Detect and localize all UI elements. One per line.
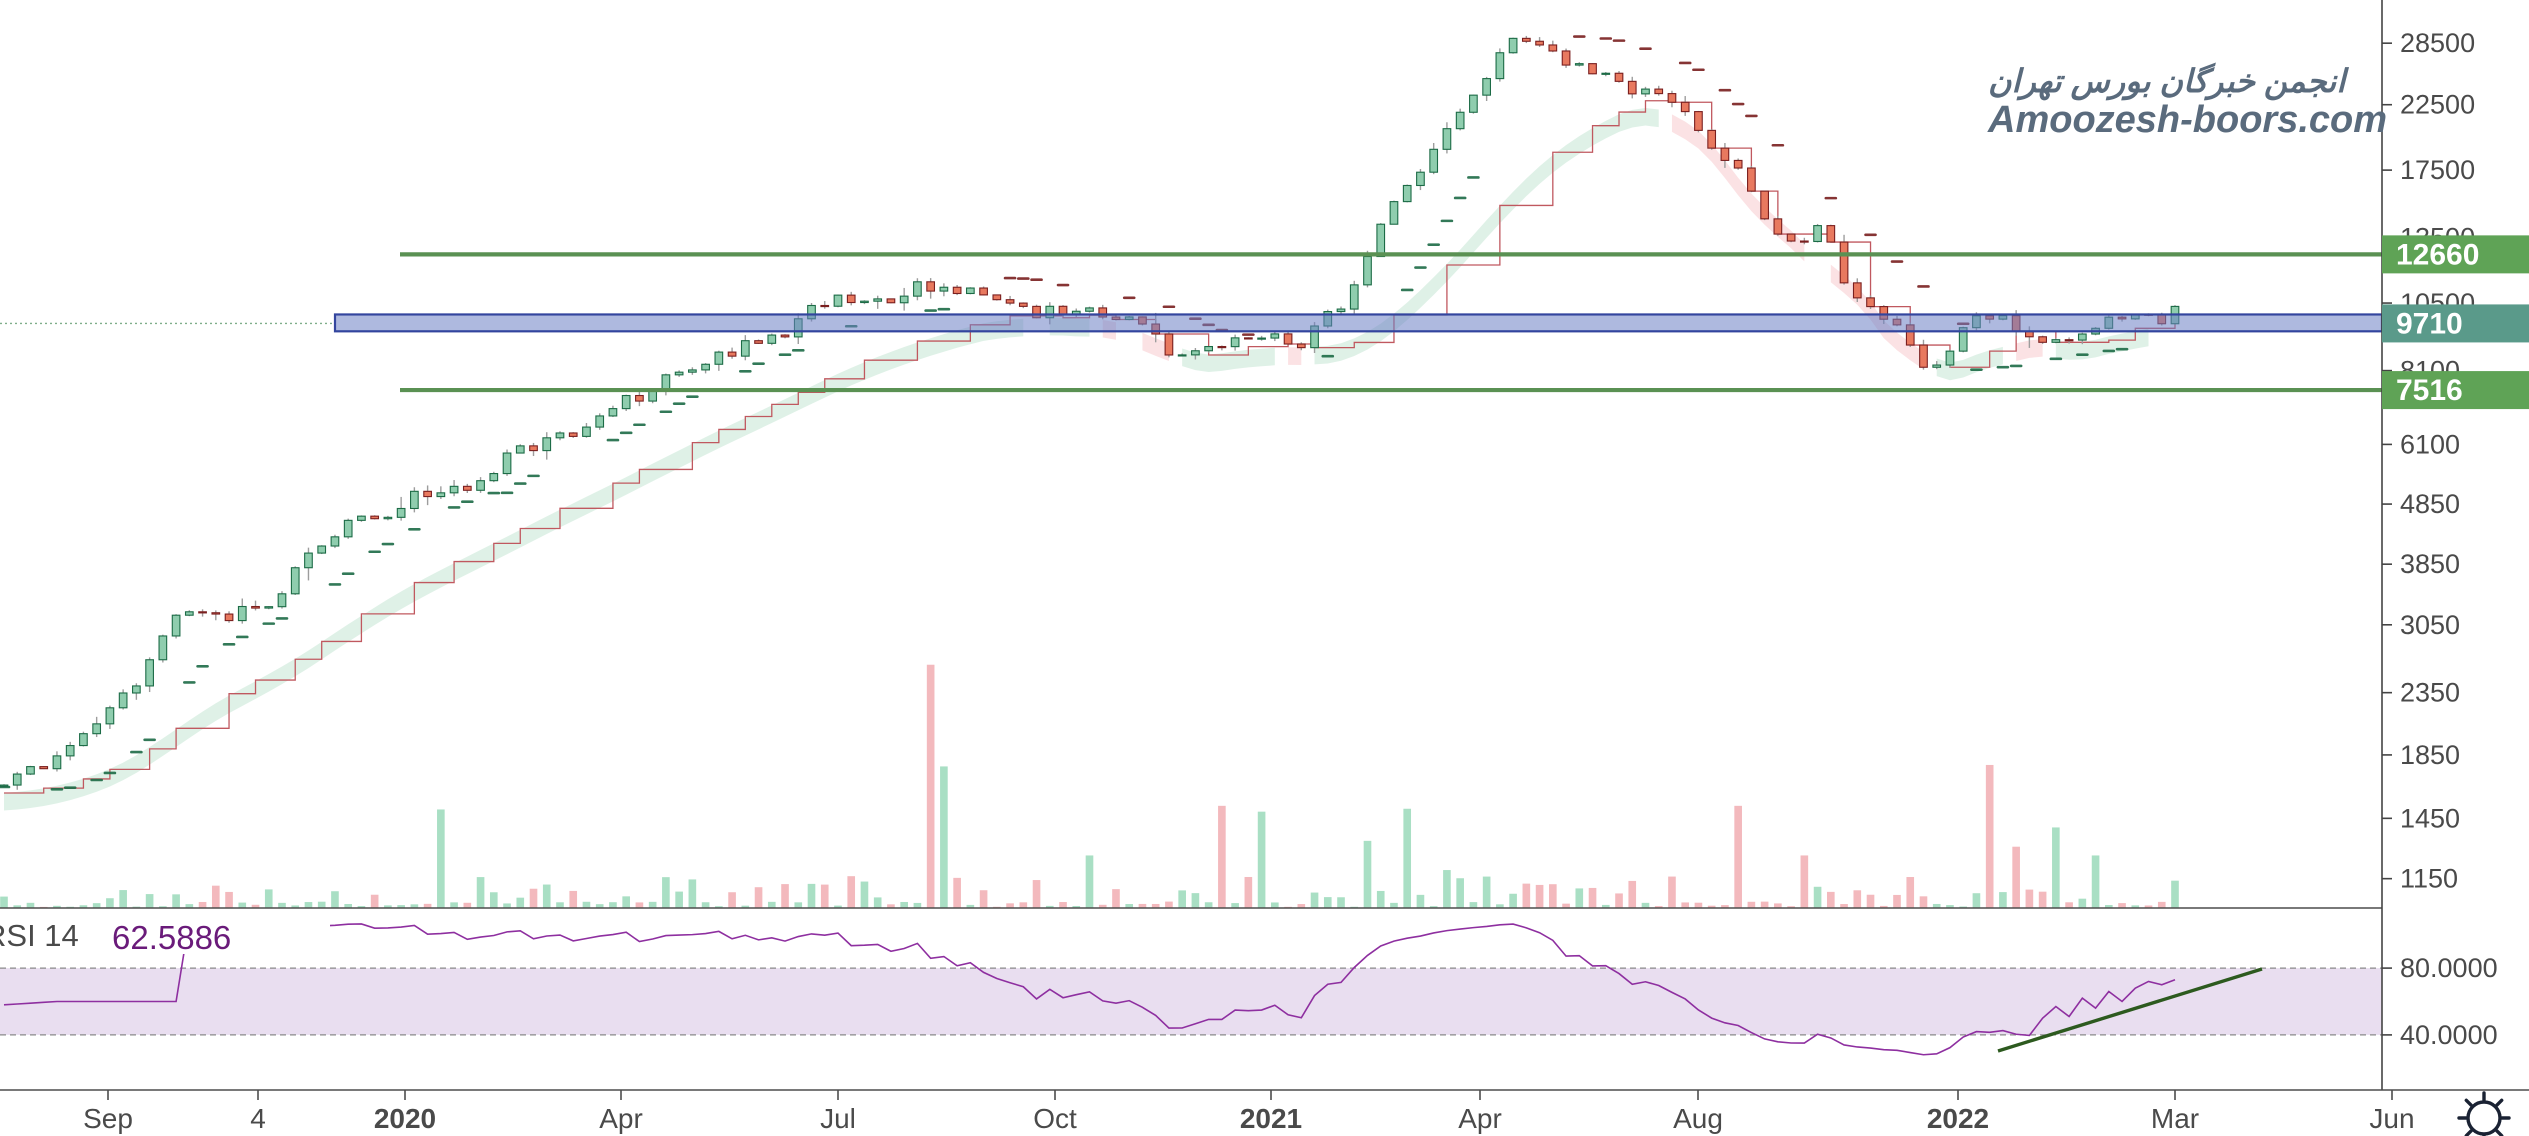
- svg-text:Aug: Aug: [1673, 1103, 1723, 1134]
- svg-text:3850: 3850: [2400, 549, 2460, 579]
- svg-text:40.0000: 40.0000: [2400, 1020, 2498, 1050]
- svg-text:Jul: Jul: [820, 1103, 856, 1134]
- svg-text:9710: 9710: [2396, 307, 2463, 340]
- svg-text:28500: 28500: [2400, 28, 2475, 58]
- svg-text:Apr: Apr: [599, 1103, 643, 1134]
- svg-text:7516: 7516: [2396, 374, 2463, 407]
- svg-text:1850: 1850: [2400, 740, 2460, 770]
- svg-text:4: 4: [250, 1103, 266, 1134]
- svg-text:Oct: Oct: [1033, 1103, 1077, 1134]
- svg-text:انجمن خبرگان بورس تهران: انجمن خبرگان بورس تهران: [1988, 62, 2349, 101]
- svg-text:4850: 4850: [2400, 489, 2460, 519]
- svg-text:Jun: Jun: [2369, 1103, 2414, 1134]
- svg-text:3050: 3050: [2400, 610, 2460, 640]
- svg-text:2022: 2022: [1927, 1103, 1989, 1134]
- svg-text:RSI 14: RSI 14: [0, 918, 79, 953]
- svg-text:Amoozesh-boors.com: Amoozesh-boors.com: [1987, 99, 2387, 141]
- svg-text:12660: 12660: [2396, 238, 2479, 271]
- svg-text:80.0000: 80.0000: [2400, 953, 2498, 983]
- svg-text:22500: 22500: [2400, 90, 2475, 120]
- svg-text:2021: 2021: [1240, 1103, 1302, 1134]
- svg-text:62.5886: 62.5886: [112, 919, 231, 956]
- svg-text:2020: 2020: [374, 1103, 436, 1134]
- svg-text:1150: 1150: [2400, 864, 2458, 894]
- svg-text:Apr: Apr: [1458, 1103, 1502, 1134]
- svg-text:Mar: Mar: [2151, 1103, 2199, 1134]
- svg-text:2350: 2350: [2400, 678, 2460, 708]
- svg-text:1450: 1450: [2400, 803, 2460, 833]
- svg-text:6100: 6100: [2400, 429, 2460, 459]
- svg-text:17500: 17500: [2400, 155, 2475, 185]
- svg-text:Sep: Sep: [83, 1103, 133, 1134]
